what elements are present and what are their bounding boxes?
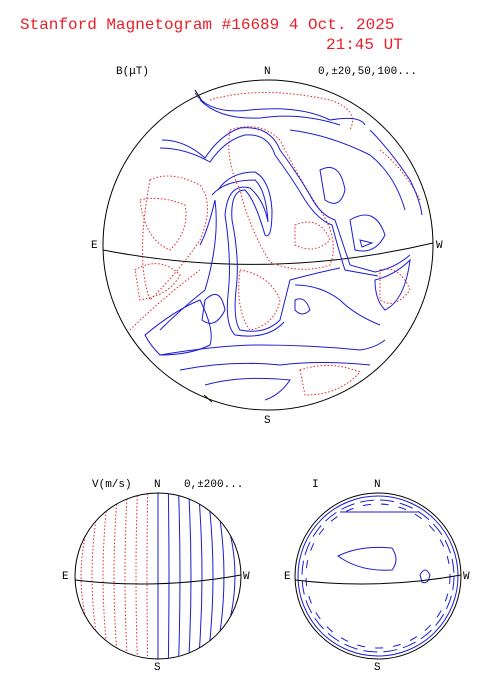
velocity-contour (113, 504, 117, 648)
limb-contour (297, 495, 459, 657)
pos-contour (349, 214, 386, 252)
neg-contour (142, 175, 208, 301)
neg-contour (294, 221, 331, 250)
pos-contour (159, 134, 379, 277)
levels-label: 0,±20,50,100... (318, 66, 417, 78)
equator (74, 574, 242, 585)
velocity-contour (102, 511, 107, 641)
south-label: S (264, 415, 271, 427)
pos-contour (159, 199, 217, 331)
b-panel: B(μT) N 0,±20,50,100... E W S (91, 66, 443, 427)
pos-contour (359, 239, 374, 248)
pos-contour (369, 129, 423, 216)
v-panel: V(m/s) N 0,±200... E W S (62, 479, 250, 674)
east-label: E (91, 240, 98, 252)
equator (294, 574, 462, 585)
pos-contour (211, 179, 285, 337)
neg-contour (238, 269, 281, 331)
pos-contour (194, 92, 366, 126)
north-label: N (264, 66, 271, 78)
pos-contour (294, 284, 381, 326)
intensity-contour (419, 569, 431, 584)
velocity-contour (199, 504, 203, 648)
velocity-contour (146, 493, 149, 659)
velocity-contour (80, 535, 86, 617)
pos-contour (289, 129, 406, 211)
velocity-contour (91, 521, 97, 631)
velocity-contour (209, 511, 214, 641)
intensity-contour (337, 546, 397, 571)
pos-contour (204, 377, 291, 401)
pos-contour (199, 99, 341, 126)
time: 21:45 UT (326, 36, 403, 54)
north-label: N (374, 479, 381, 491)
east-label: E (62, 571, 69, 583)
limb (74, 492, 242, 660)
west-label: W (243, 571, 250, 583)
pos-contour (319, 167, 346, 204)
south-label: S (154, 662, 161, 674)
west-label: W (463, 571, 470, 583)
neg-contour (299, 365, 361, 396)
pos-contour (217, 171, 341, 332)
south-label: S (374, 662, 381, 674)
neg-contour (129, 269, 201, 331)
pos-contour (179, 362, 371, 371)
velocity-contours (80, 492, 236, 659)
neg-contour (379, 149, 421, 201)
limb-contour (305, 503, 451, 649)
quantity-label: B(μT) (116, 66, 149, 78)
pos-contour (144, 299, 212, 356)
velocity-contour (124, 499, 128, 653)
pos-contour (201, 293, 226, 324)
quantity-label: I (312, 479, 319, 491)
east-label: E (284, 571, 291, 583)
quantity-label: V(m/s) (92, 479, 132, 491)
pos-contour (374, 258, 411, 311)
velocity-contour (219, 521, 225, 631)
i-panel: I N E W S (284, 479, 470, 674)
velocity-contour (178, 495, 181, 657)
neg-contour (134, 263, 181, 301)
limb (102, 79, 434, 411)
velocity-contour (188, 499, 192, 653)
pos-contour (161, 127, 411, 273)
neg-contour (379, 268, 411, 304)
west-label: W (436, 240, 443, 252)
title: Stanford Magnetogram #16689 4 Oct. 2025 (20, 16, 394, 34)
limb (294, 492, 462, 660)
neg-contour (209, 92, 353, 131)
velocity-contour (135, 495, 138, 657)
pos-contour (159, 339, 386, 356)
pos-contour (294, 298, 311, 315)
levels-label: 0,±200... (184, 479, 243, 491)
axis-tick (203, 394, 213, 403)
north-label: N (154, 479, 161, 491)
neg-contour (139, 197, 187, 251)
neg-contour (228, 126, 334, 270)
limb-contour (301, 499, 455, 653)
velocity-contour (167, 493, 170, 659)
equator (102, 242, 434, 265)
